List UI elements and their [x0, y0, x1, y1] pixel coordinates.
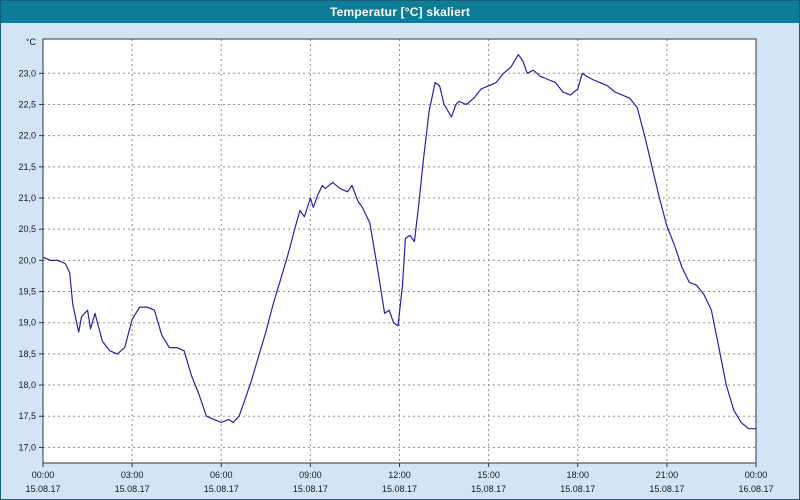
svg-text:°C: °C	[26, 37, 37, 47]
svg-text:17,0: 17,0	[18, 442, 36, 452]
svg-text:15.08.17: 15.08.17	[560, 484, 595, 494]
svg-text:15:00: 15:00	[477, 470, 500, 480]
svg-text:12:00: 12:00	[388, 470, 411, 480]
svg-text:15.08.17: 15.08.17	[471, 484, 506, 494]
svg-text:23,0: 23,0	[18, 68, 36, 78]
chart-title: Temperatur [°C] skaliert	[329, 5, 471, 19]
svg-text:15.08.17: 15.08.17	[649, 484, 684, 494]
svg-text:06:00: 06:00	[210, 470, 233, 480]
svg-text:19,0: 19,0	[18, 318, 36, 328]
svg-text:22,0: 22,0	[18, 131, 36, 141]
svg-text:15.08.17: 15.08.17	[204, 484, 239, 494]
svg-text:00:00: 00:00	[745, 470, 768, 480]
svg-text:15.08.17: 15.08.17	[25, 484, 60, 494]
chart-area: 17,0 17,5 18,0 18,5 19,0 19,5 20,0 20,5 21,0 21,5…	[1, 23, 799, 499]
svg-text:21:00: 21:00	[656, 470, 679, 480]
svg-text:15.08.17: 15.08.17	[382, 484, 417, 494]
svg-text:15.08.17: 15.08.17	[115, 484, 150, 494]
svg-text:15.08.17: 15.08.17	[293, 484, 328, 494]
svg-text:17,5: 17,5	[18, 411, 36, 421]
title-bar: Temperatur [°C] skaliert	[1, 1, 799, 23]
svg-text:22,5: 22,5	[18, 99, 36, 109]
svg-text:00:00: 00:00	[32, 470, 55, 480]
temperature-chart: 17,0 17,5 18,0 18,5 19,0 19,5 20,0 20,5 21,0 21,5…	[18, 37, 773, 494]
svg-text:03:00: 03:00	[121, 470, 144, 480]
svg-text:18,0: 18,0	[18, 380, 36, 390]
svg-text:09:00: 09:00	[299, 470, 322, 480]
svg-text:16.08.17: 16.08.17	[738, 484, 773, 494]
svg-text:18:00: 18:00	[566, 470, 589, 480]
svg-text:20,0: 20,0	[18, 255, 36, 265]
svg-text:21,0: 21,0	[18, 193, 36, 203]
svg-text:18,5: 18,5	[18, 349, 36, 359]
svg-text:19,5: 19,5	[18, 287, 36, 297]
svg-text:21,5: 21,5	[18, 162, 36, 172]
svg-text:20,5: 20,5	[18, 224, 36, 234]
